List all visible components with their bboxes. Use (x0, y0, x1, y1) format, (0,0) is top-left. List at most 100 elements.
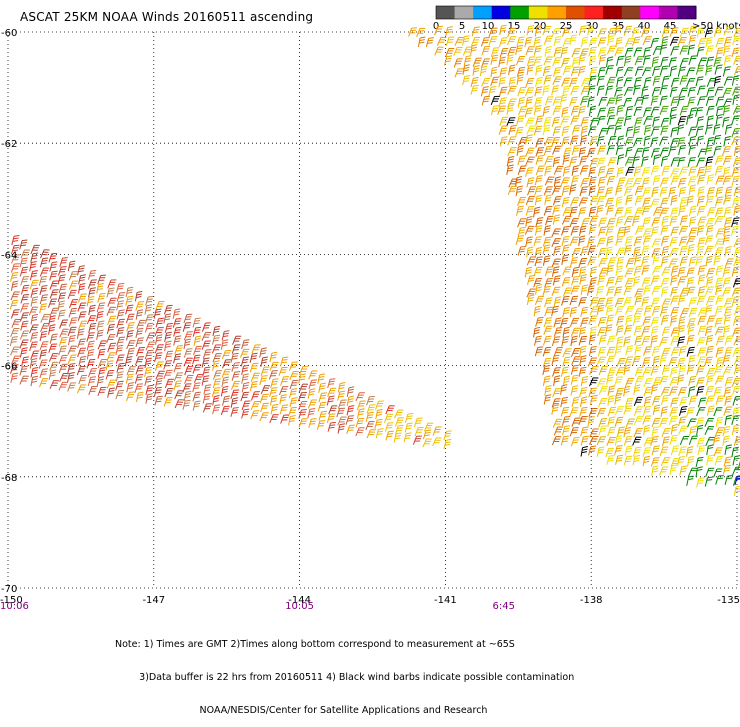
wind-barb (617, 76, 624, 88)
wind-barb (689, 205, 696, 217)
wind-barb (165, 387, 173, 399)
wind-barb (536, 154, 544, 166)
wind-barb (281, 375, 289, 387)
wind-barb (489, 85, 497, 97)
wind-barb (579, 54, 586, 66)
wind-barb (435, 45, 444, 57)
wind-barb (581, 306, 589, 318)
wind-barb (697, 385, 704, 397)
wind-barb (536, 137, 544, 149)
wind-barb (446, 26, 453, 38)
wind-barb (687, 277, 694, 289)
wind-barb (518, 164, 526, 176)
wind-barb (59, 380, 68, 392)
wind-barb (714, 434, 721, 446)
wind-barb (87, 349, 94, 361)
wind-barb (589, 224, 596, 236)
wind-barb (544, 225, 551, 237)
wind-barb (707, 105, 715, 117)
wind-barb (489, 35, 497, 47)
wind-barb (31, 313, 38, 325)
wind-barb (723, 155, 731, 167)
wind-barb (145, 322, 153, 334)
wind-barb (678, 386, 687, 398)
wind-barb (308, 388, 315, 400)
wind-barb (31, 375, 38, 387)
wind-barb (185, 365, 193, 377)
wind-barb (697, 85, 705, 97)
wind-barb (624, 76, 632, 88)
wind-barb (553, 387, 562, 399)
wind-barb (723, 435, 730, 447)
wind-barb (706, 385, 714, 397)
wind-barb (413, 434, 421, 446)
wind-barb (87, 358, 95, 370)
legend-swatch (622, 6, 641, 19)
wind-barb (616, 366, 625, 378)
wind-barb (696, 76, 704, 88)
wind-barb (680, 256, 688, 268)
wind-barb (734, 256, 740, 268)
wind-barb (617, 55, 624, 67)
wind-barb (572, 165, 579, 177)
wind-barb (500, 24, 507, 36)
wind-barb (616, 216, 623, 228)
wind-barb (734, 186, 740, 198)
wind-barb (644, 386, 652, 398)
wind-barb (535, 247, 542, 259)
wind-barb (715, 325, 724, 337)
wind-barb (516, 234, 524, 246)
wind-barb (41, 313, 50, 325)
wind-barb (599, 54, 606, 66)
wind-barb (660, 44, 667, 56)
wind-barb (543, 255, 550, 267)
wind-barb (500, 86, 508, 98)
wind-barb (652, 345, 660, 357)
wind-barb (687, 406, 695, 418)
wind-barb (714, 76, 721, 88)
wind-barb (280, 394, 287, 406)
wind-barb (69, 316, 77, 328)
wind-barb (426, 36, 434, 48)
wind-barb (670, 86, 677, 98)
wind-barb (590, 135, 598, 147)
wind-barb (651, 136, 659, 148)
wind-barb (714, 365, 723, 377)
wind-barb (194, 335, 201, 347)
wind-barb (59, 345, 67, 357)
wind-barb (50, 261, 58, 273)
legend-swatch (510, 6, 529, 19)
wind-barb (12, 234, 20, 246)
wind-barb (715, 305, 722, 317)
wind-barb (202, 321, 210, 333)
wind-barb (499, 36, 507, 48)
wind-barb (571, 385, 578, 397)
wind-barb (309, 378, 317, 390)
wind-barb (535, 194, 542, 206)
wind-barb (414, 417, 422, 429)
wind-barb (679, 424, 688, 436)
wind-barb (687, 195, 694, 207)
wind-barb (706, 334, 713, 346)
wind-barb (545, 95, 553, 107)
wind-barb (607, 144, 615, 156)
wind-barb (707, 225, 714, 237)
wind-barb (671, 265, 678, 277)
wind-barb (597, 204, 604, 216)
wind-barb (250, 352, 257, 364)
wind-barb (707, 444, 714, 456)
wind-barb (606, 197, 614, 209)
wind-barb (660, 336, 669, 348)
wind-barb (570, 317, 579, 329)
wind-barb (617, 315, 625, 327)
wind-barb (571, 114, 580, 126)
legend-swatch (585, 6, 604, 19)
wind-barb (543, 85, 550, 97)
wind-barb (543, 106, 550, 118)
wind-barb (689, 34, 696, 46)
wind-barb (535, 295, 544, 307)
wind-barb (735, 474, 740, 486)
wind-barb (687, 286, 696, 298)
wind-barb (251, 400, 260, 412)
